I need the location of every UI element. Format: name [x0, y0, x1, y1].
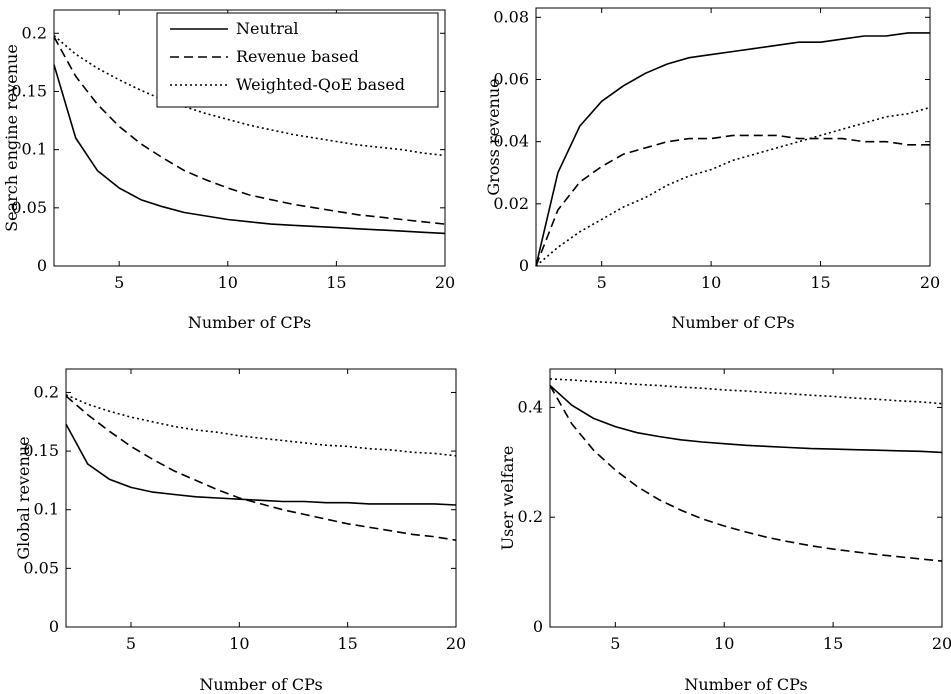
y-tick-label: 0.4 [518, 397, 543, 416]
x-tick-label: 20 [932, 634, 951, 653]
x-tick-label: 5 [597, 273, 607, 292]
y-tick-label: 0.2 [22, 23, 47, 42]
y-tick-label: 0 [49, 617, 59, 636]
x-tick-label: 20 [920, 273, 940, 292]
y-tick-label: 0 [519, 256, 529, 275]
y-tick-label: 0.06 [493, 69, 529, 88]
x-tick-label: 5 [126, 634, 136, 653]
y-tick-label: 0.2 [34, 382, 59, 401]
legend-label: Revenue based [236, 47, 359, 66]
plot-frame [549, 368, 943, 628]
x-tick-label: 15 [823, 634, 843, 653]
series-line-dashed [535, 134, 930, 267]
chart-panel-3: 5 10 15 20 0 0.05 0.1 0.15 0.2 Number of CPs Globa… [14, 368, 466, 694]
x-tick-label: 5 [114, 273, 124, 292]
plot-frame [65, 368, 457, 628]
x-tick-label: 15 [326, 273, 346, 292]
y-tick-label: 0.04 [493, 132, 529, 151]
x-tick-label: 15 [810, 273, 830, 292]
legend-label: Neutral [236, 19, 299, 38]
y-axis-label: Gross revenue [484, 78, 503, 195]
x-tick-label: 10 [229, 634, 249, 653]
x-axis-label: Number of CPs [684, 675, 807, 694]
x-axis-label: Number of CPs [188, 313, 311, 332]
series-line-dashed [53, 36, 446, 225]
y-tick-label: 0 [533, 617, 543, 636]
legend: Neutral Revenue based Weighted-QoE based [156, 12, 439, 108]
plot-frame [53, 9, 446, 267]
series-line-dotted [549, 378, 943, 405]
y-tick-label: 0.15 [23, 441, 59, 460]
y-tick-label: 0.05 [11, 198, 47, 217]
x-tick-label: 10 [714, 634, 734, 653]
series-line-dashed [549, 385, 943, 562]
y-tick-label: 0 [37, 256, 47, 275]
series-line-dashed [65, 395, 457, 541]
chart-panel-1: 5 10 15 20 0 0.05 0.1 0.15 0.2 Number of CPs Searc… [2, 9, 455, 332]
y-tick-label: 0.15 [11, 81, 47, 100]
series-line-dotted [535, 106, 931, 267]
series-line-solid [53, 64, 446, 235]
x-tick-label: 10 [701, 273, 721, 292]
series-line-solid [65, 423, 457, 506]
x-tick-label: 15 [337, 634, 357, 653]
y-tick-label: 0.08 [493, 7, 529, 26]
chart-panel-2: 5 10 15 20 0 0.02 0.04 0.06 0.08 Number of CPs Gro… [484, 7, 940, 332]
y-axis-label: User welfare [498, 446, 517, 551]
x-tick-label: 20 [435, 273, 455, 292]
x-axis-label: Number of CPs [671, 313, 794, 332]
legend-label: Weighted-QoE based [236, 75, 405, 94]
series-line-dotted [65, 394, 457, 457]
x-axis-label: Number of CPs [199, 675, 322, 694]
y-tick-label: 0.02 [493, 194, 529, 213]
y-tick-label: 0.1 [22, 140, 47, 159]
x-tick-label: 5 [610, 634, 620, 653]
chart-panel-4: 5 10 15 20 0 0.2 0.4 Number of CPs User welfare [498, 368, 951, 694]
x-tick-label: 20 [446, 634, 466, 653]
series-line-solid [549, 384, 943, 454]
y-tick-label: 0.05 [23, 558, 59, 577]
y-axis-label: Search engine revenue [2, 44, 21, 232]
x-tick-label: 10 [218, 273, 238, 292]
y-axis-label: Global revenue [14, 436, 33, 559]
plot-frame [535, 7, 931, 267]
y-tick-label: 0.1 [34, 500, 59, 519]
y-tick-label: 0.2 [518, 507, 543, 526]
series-line-solid [535, 32, 930, 267]
